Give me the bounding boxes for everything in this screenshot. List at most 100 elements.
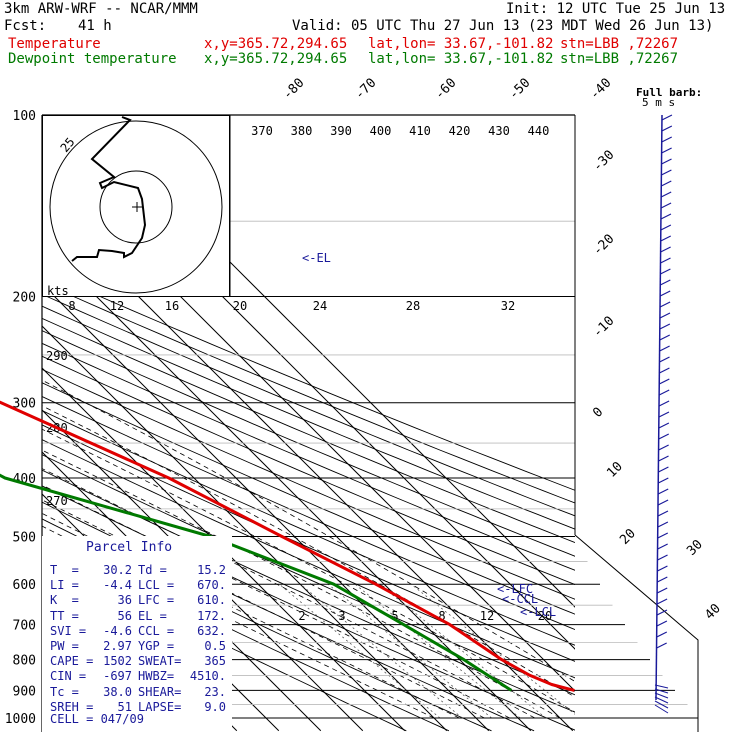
- parcel-info-title: Parcel Info: [86, 540, 173, 555]
- wind-barb: [658, 400, 670, 407]
- moist-adiabat-line: [42, 405, 575, 698]
- mixing-ratio-label-low: 20: [538, 609, 552, 623]
- pressure-tick-label: 300: [13, 397, 36, 412]
- wind-barb: [659, 301, 671, 308]
- isotherm-label-right: -10: [590, 314, 617, 341]
- temperature-legend: Temperature: [8, 36, 101, 52]
- theta-label-top: 370: [251, 124, 273, 138]
- fcst-value: 41 h: [78, 18, 112, 34]
- parcel-value-right: 365: [204, 654, 226, 669]
- parcel-label-right: EL =: [138, 608, 167, 623]
- barb-key-title: Full barb:: [636, 86, 703, 99]
- mixing-ratio-label: 20: [233, 299, 247, 313]
- parcel-value-left: 51: [117, 699, 132, 714]
- mixing-ratio-line: [411, 583, 575, 715]
- pressure-tick-label: 600: [13, 578, 36, 593]
- wind-barb-low: [654, 696, 669, 704]
- hodograph-trace: [71, 116, 147, 262]
- dry-adiabat-line: [42, 305, 575, 530]
- temperature-stn: stn=LBB ,72267: [560, 36, 679, 52]
- wind-barb: [658, 466, 669, 473]
- parcel-value-left: 30.2: [103, 563, 132, 577]
- wind-barb: [658, 433, 670, 440]
- mixing-ratio-label-low: 8: [438, 609, 445, 623]
- level-marker: <-EL: [302, 251, 331, 265]
- theta-label-top: 400: [370, 124, 392, 138]
- parcel-value-right: 610.: [197, 593, 226, 608]
- wind-barb: [657, 532, 669, 539]
- valid-time: Valid: 05 UTC Thu 27 Jun 13 (23 MDT Wed …: [292, 18, 714, 34]
- isotherm-line: [42, 367, 406, 732]
- temperature-xy: x,y=365.72,294.65: [204, 36, 348, 52]
- dewpoint-latlon: lat,lon= 33.67,-101.82: [368, 51, 554, 67]
- wind-barb: [656, 598, 668, 605]
- wind-barb: [658, 455, 669, 462]
- parcel-label-left: CAPE =: [50, 654, 94, 669]
- theta-label-top: 430: [488, 124, 510, 138]
- mixing-ratio-label-low: 5: [391, 609, 398, 623]
- parcel-label-right: HWBZ=: [138, 669, 175, 684]
- isotherm-line: [42, 199, 574, 732]
- wind-barb: [659, 367, 670, 374]
- barb-key-units: 5 m s: [642, 96, 676, 109]
- moist-adiabat-line: [42, 512, 460, 719]
- wind-staff: [655, 114, 663, 701]
- wind-barb: [657, 499, 669, 506]
- wind-barb: [659, 378, 670, 385]
- parcel-cell: CELL = 047/09: [50, 712, 144, 726]
- parcel-value-left: 36: [117, 593, 132, 608]
- isotherm-label-right: 0: [590, 405, 606, 421]
- theta-label-top: 410: [409, 124, 431, 138]
- wind-barb-low: [654, 684, 669, 689]
- parcel-label-left: T =: [50, 563, 79, 577]
- wind-barb: [656, 609, 668, 616]
- dry-adiabat-line: [42, 293, 575, 517]
- wind-barb: [661, 114, 673, 121]
- wind-barb: [660, 279, 671, 286]
- fcst-label: Fcst:: [4, 18, 47, 34]
- parcel-info-box: Parcel Info T = 30.2 Td = 15.2 LI = -4.4 LCL =…: [42, 536, 232, 732]
- wind-barb: [661, 180, 672, 187]
- wind-barb: [657, 543, 668, 550]
- parcel-value-left: -4.6: [103, 623, 132, 638]
- wind-barb: [658, 444, 669, 451]
- theta-label-top: 380: [291, 124, 313, 138]
- moist-adiabat-line: [42, 499, 485, 719]
- wind-barb: [656, 642, 667, 649]
- wind-barb: [658, 389, 670, 396]
- wind-barb: [661, 169, 672, 176]
- parcel-value-right: 23.: [204, 684, 226, 699]
- dry-adiabat-line: [42, 395, 575, 631]
- isotherm-line: [42, 241, 532, 732]
- parcel-value-right: 632.: [197, 623, 226, 638]
- parcel-label-left: CIN =: [50, 669, 87, 684]
- dry-adiabat-line: [42, 330, 575, 557]
- wind-barb: [659, 334, 671, 341]
- dry-adiabat-line: [42, 368, 575, 600]
- isotherm-label-top: -80: [280, 76, 307, 103]
- dry-adiabat-line: [42, 424, 575, 662]
- mixing-ratio-label-low: 2: [298, 609, 305, 623]
- wind-barb: [660, 191, 672, 198]
- parcel-value-left: -4.4: [103, 578, 132, 593]
- dry-adiabat-line: [42, 410, 575, 646]
- theta-label-left: 290: [46, 349, 68, 363]
- parcel-value-right: 9.0: [204, 699, 226, 714]
- wind-barb: [661, 158, 672, 165]
- wind-barb: [659, 345, 670, 352]
- mixing-ratio-label: 16: [165, 299, 179, 313]
- isotherm-label-right: -20: [590, 232, 617, 259]
- wind-barb: [660, 235, 672, 242]
- wind-barb: [660, 224, 672, 231]
- wind-barb: [657, 521, 669, 528]
- parcel-label-right: CCL =: [138, 623, 175, 638]
- parcel-value-right: 670.: [197, 578, 226, 593]
- dry-adiabat-line: [42, 454, 575, 696]
- pressure-tick-label: 500: [13, 530, 36, 545]
- parcel-value-left: 38.0: [103, 684, 132, 699]
- mixing-ratio-label: 32: [501, 299, 515, 313]
- level-marker: <-CCL: [502, 592, 538, 606]
- parcel-value-left: 2.97: [103, 639, 132, 653]
- wind-barb: [661, 125, 673, 132]
- wind-barb-low: [654, 692, 669, 699]
